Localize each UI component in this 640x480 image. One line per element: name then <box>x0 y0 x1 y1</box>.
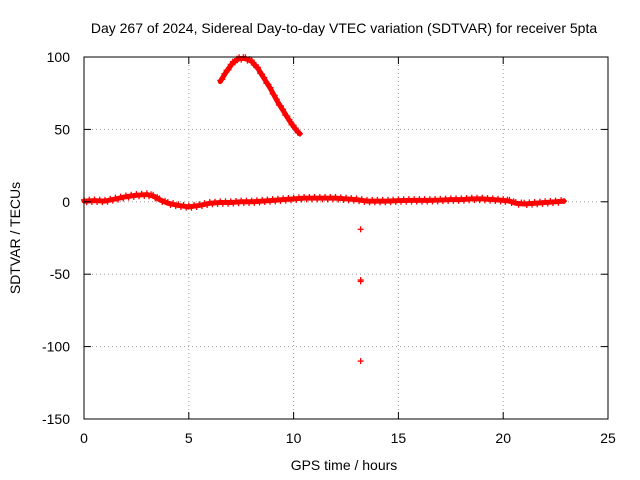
x-tick-label: 25 <box>600 430 616 446</box>
y-axis-label: SDTVAR / TECUs <box>7 182 23 294</box>
outlier-point <box>357 226 364 233</box>
arc_track-point <box>296 130 303 137</box>
y-tick-label: 0 <box>62 194 70 210</box>
outlier-point <box>357 358 364 365</box>
arc_track-point <box>261 74 268 81</box>
arc_track-point <box>280 106 287 113</box>
baseline_track-point <box>162 197 169 204</box>
baseline_track-point <box>156 195 163 202</box>
arc_track-point <box>273 96 280 103</box>
arc_track-point <box>267 84 274 91</box>
outlier-point <box>357 278 364 285</box>
x-tick-label: 20 <box>495 430 511 446</box>
grid-lines <box>84 57 608 419</box>
arc_track-point <box>254 64 261 71</box>
data-points <box>81 54 567 365</box>
arc_track-point <box>271 92 278 99</box>
arc_track-point <box>265 81 272 88</box>
y-tick-label: 100 <box>47 49 71 65</box>
y-tick-label: -150 <box>42 411 70 427</box>
arc_track-point <box>219 76 226 83</box>
arc_track-point <box>225 66 232 73</box>
axis-ticks: 0 5 10 15 20 25 -150 -100 -50 0 50 100 <box>42 49 616 446</box>
arc_track-point <box>278 102 285 109</box>
baseline_track-point <box>560 198 567 205</box>
arc_track-point <box>284 113 291 120</box>
x-tick-label: 15 <box>391 430 407 446</box>
arc_track-point <box>248 57 255 64</box>
baseline_track-point <box>506 196 513 203</box>
x-tick-label: 10 <box>286 430 302 446</box>
arc_track-point <box>292 125 299 132</box>
y-tick-label: -50 <box>50 266 70 282</box>
y-tick-label: 50 <box>54 121 70 137</box>
arc_track-point <box>221 70 228 77</box>
plot-frame <box>83 56 609 420</box>
x-axis-label: GPS time / hours <box>291 457 398 473</box>
arc_track-line <box>217 55 303 137</box>
baseline_track-point <box>558 197 565 204</box>
chart-title: Day 267 of 2024, Sidereal Day-to-day VTE… <box>91 20 598 36</box>
x-tick-label: 5 <box>185 430 193 446</box>
y-tick-label: -100 <box>42 339 70 355</box>
arc_track-point <box>259 71 266 78</box>
baseline_track-point <box>159 199 166 206</box>
arc_track-point <box>286 116 293 123</box>
x-tick-label: 0 <box>80 430 88 446</box>
baseline_track-point <box>150 191 157 198</box>
arc_track-point <box>231 59 238 66</box>
